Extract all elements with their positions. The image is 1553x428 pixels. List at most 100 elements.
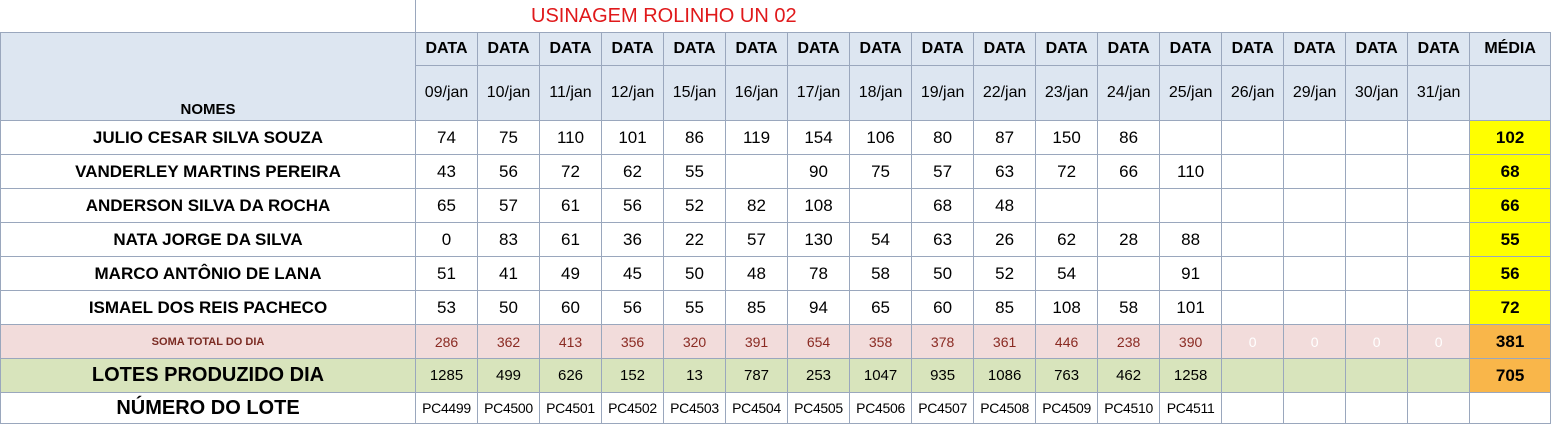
- value-cell[interactable]: 52: [973, 256, 1037, 291]
- soma-total-label[interactable]: SOMA TOTAL DO DIA: [0, 324, 416, 359]
- data-column-header[interactable]: DATA: [725, 32, 788, 66]
- nomes-header[interactable]: NOMES: [0, 32, 416, 121]
- value-cell[interactable]: 53: [415, 290, 478, 325]
- worker-media-cell[interactable]: 55: [1469, 222, 1552, 257]
- worker-media-cell[interactable]: 72: [1469, 290, 1552, 325]
- soma-value-cell[interactable]: 378: [911, 324, 975, 359]
- date-header-15-jan[interactable]: 15/jan: [663, 65, 726, 121]
- data-column-header[interactable]: DATA: [787, 32, 850, 66]
- value-cell[interactable]: 75: [477, 120, 540, 155]
- soma-media-cell[interactable]: 381: [1469, 324, 1552, 359]
- value-cell[interactable]: 26: [973, 222, 1037, 257]
- lotes-value-cell[interactable]: 763: [1035, 358, 1099, 393]
- value-cell[interactable]: 110: [539, 120, 602, 155]
- value-cell[interactable]: 22: [663, 222, 726, 257]
- date-header-24-jan[interactable]: 24/jan: [1097, 65, 1161, 121]
- data-column-header[interactable]: DATA: [415, 32, 478, 66]
- soma-value-cell[interactable]: 390: [1159, 324, 1223, 359]
- numero-lote-media-blank[interactable]: [1469, 392, 1552, 424]
- media-header[interactable]: MÉDIA: [1469, 32, 1552, 66]
- value-cell[interactable]: 91: [1159, 256, 1223, 291]
- value-cell[interactable]: 66: [1097, 154, 1161, 189]
- date-header-10-jan[interactable]: 10/jan: [477, 65, 540, 121]
- value-cell[interactable]: 50: [477, 290, 540, 325]
- value-cell[interactable]: [848, 188, 913, 223]
- numero-lote-cell[interactable]: PC4507: [911, 392, 975, 424]
- value-cell[interactable]: 72: [1035, 154, 1099, 189]
- value-cell[interactable]: [1345, 188, 1409, 223]
- value-cell[interactable]: 82: [725, 188, 788, 223]
- worker-name[interactable]: ANDERSON SILVA DA ROCHA: [0, 188, 416, 223]
- worker-name[interactable]: NATA JORGE DA SILVA: [0, 222, 416, 257]
- numero-lote-cell[interactable]: PC4504: [725, 392, 788, 424]
- date-header-23-jan[interactable]: 23/jan: [1035, 65, 1099, 121]
- value-cell[interactable]: 86: [663, 120, 726, 155]
- value-cell[interactable]: 56: [477, 154, 540, 189]
- lotes-value-cell[interactable]: 1086: [973, 358, 1037, 393]
- lotes-label[interactable]: LOTES PRODUZIDO DIA: [0, 358, 416, 393]
- value-cell[interactable]: 58: [1097, 290, 1161, 325]
- lotes-value-cell[interactable]: 787: [725, 358, 788, 393]
- soma-value-cell[interactable]: 0: [1345, 324, 1409, 359]
- numero-lote-cell[interactable]: [1283, 392, 1347, 424]
- data-column-header[interactable]: DATA: [1345, 32, 1409, 66]
- value-cell[interactable]: [1407, 154, 1471, 189]
- value-cell[interactable]: 41: [477, 256, 540, 291]
- value-cell[interactable]: [1097, 188, 1161, 223]
- value-cell[interactable]: [1407, 222, 1471, 257]
- value-cell[interactable]: 57: [725, 222, 788, 257]
- value-cell[interactable]: [1345, 290, 1409, 325]
- numero-lote-cell[interactable]: [1221, 392, 1285, 424]
- worker-name[interactable]: VANDERLEY MARTINS PEREIRA: [0, 154, 416, 189]
- value-cell[interactable]: [1221, 188, 1285, 223]
- data-column-header[interactable]: DATA: [477, 32, 540, 66]
- soma-value-cell[interactable]: 654: [787, 324, 850, 359]
- value-cell[interactable]: [1221, 120, 1285, 155]
- value-cell[interactable]: [1283, 188, 1347, 223]
- soma-value-cell[interactable]: 413: [539, 324, 602, 359]
- date-header-22-jan[interactable]: 22/jan: [973, 65, 1037, 121]
- worker-name[interactable]: MARCO ANTÔNIO DE LANA: [0, 256, 416, 291]
- soma-value-cell[interactable]: 446: [1035, 324, 1099, 359]
- value-cell[interactable]: 48: [973, 188, 1037, 223]
- value-cell[interactable]: 51: [415, 256, 478, 291]
- value-cell[interactable]: [1407, 256, 1471, 291]
- value-cell[interactable]: 65: [848, 290, 913, 325]
- date-header-11-jan[interactable]: 11/jan: [539, 65, 602, 121]
- lotes-value-cell[interactable]: [1407, 358, 1471, 393]
- value-cell[interactable]: 88: [1159, 222, 1223, 257]
- value-cell[interactable]: 65: [415, 188, 478, 223]
- data-column-header[interactable]: DATA: [1159, 32, 1223, 66]
- value-cell[interactable]: 52: [663, 188, 726, 223]
- value-cell[interactable]: [1159, 120, 1223, 155]
- value-cell[interactable]: [1097, 256, 1161, 291]
- value-cell[interactable]: [1221, 154, 1285, 189]
- lotes-value-cell[interactable]: 462: [1097, 358, 1161, 393]
- value-cell[interactable]: 85: [973, 290, 1037, 325]
- soma-value-cell[interactable]: 286: [415, 324, 478, 359]
- value-cell[interactable]: 75: [848, 154, 913, 189]
- value-cell[interactable]: 87: [973, 120, 1037, 155]
- soma-value-cell[interactable]: 0: [1407, 324, 1471, 359]
- date-header-18-jan[interactable]: 18/jan: [848, 65, 913, 121]
- value-cell[interactable]: 154: [787, 120, 850, 155]
- value-cell[interactable]: [1345, 256, 1409, 291]
- soma-value-cell[interactable]: 238: [1097, 324, 1161, 359]
- numero-lote-cell[interactable]: PC4508: [973, 392, 1037, 424]
- lotes-value-cell[interactable]: 152: [601, 358, 664, 393]
- lotes-value-cell[interactable]: 1285: [415, 358, 478, 393]
- date-header-31-jan[interactable]: 31/jan: [1407, 65, 1471, 121]
- numero-lote-cell[interactable]: PC4500: [477, 392, 540, 424]
- worker-media-cell[interactable]: 102: [1469, 120, 1552, 155]
- value-cell[interactable]: 60: [539, 290, 602, 325]
- numero-lote-cell[interactable]: PC4506: [848, 392, 913, 424]
- value-cell[interactable]: 72: [539, 154, 602, 189]
- soma-value-cell[interactable]: 356: [601, 324, 664, 359]
- value-cell[interactable]: 101: [1159, 290, 1223, 325]
- value-cell[interactable]: 50: [663, 256, 726, 291]
- value-cell[interactable]: 61: [539, 222, 602, 257]
- value-cell[interactable]: 36: [601, 222, 664, 257]
- soma-value-cell[interactable]: 361: [973, 324, 1037, 359]
- value-cell[interactable]: 94: [787, 290, 850, 325]
- value-cell[interactable]: 54: [1035, 256, 1099, 291]
